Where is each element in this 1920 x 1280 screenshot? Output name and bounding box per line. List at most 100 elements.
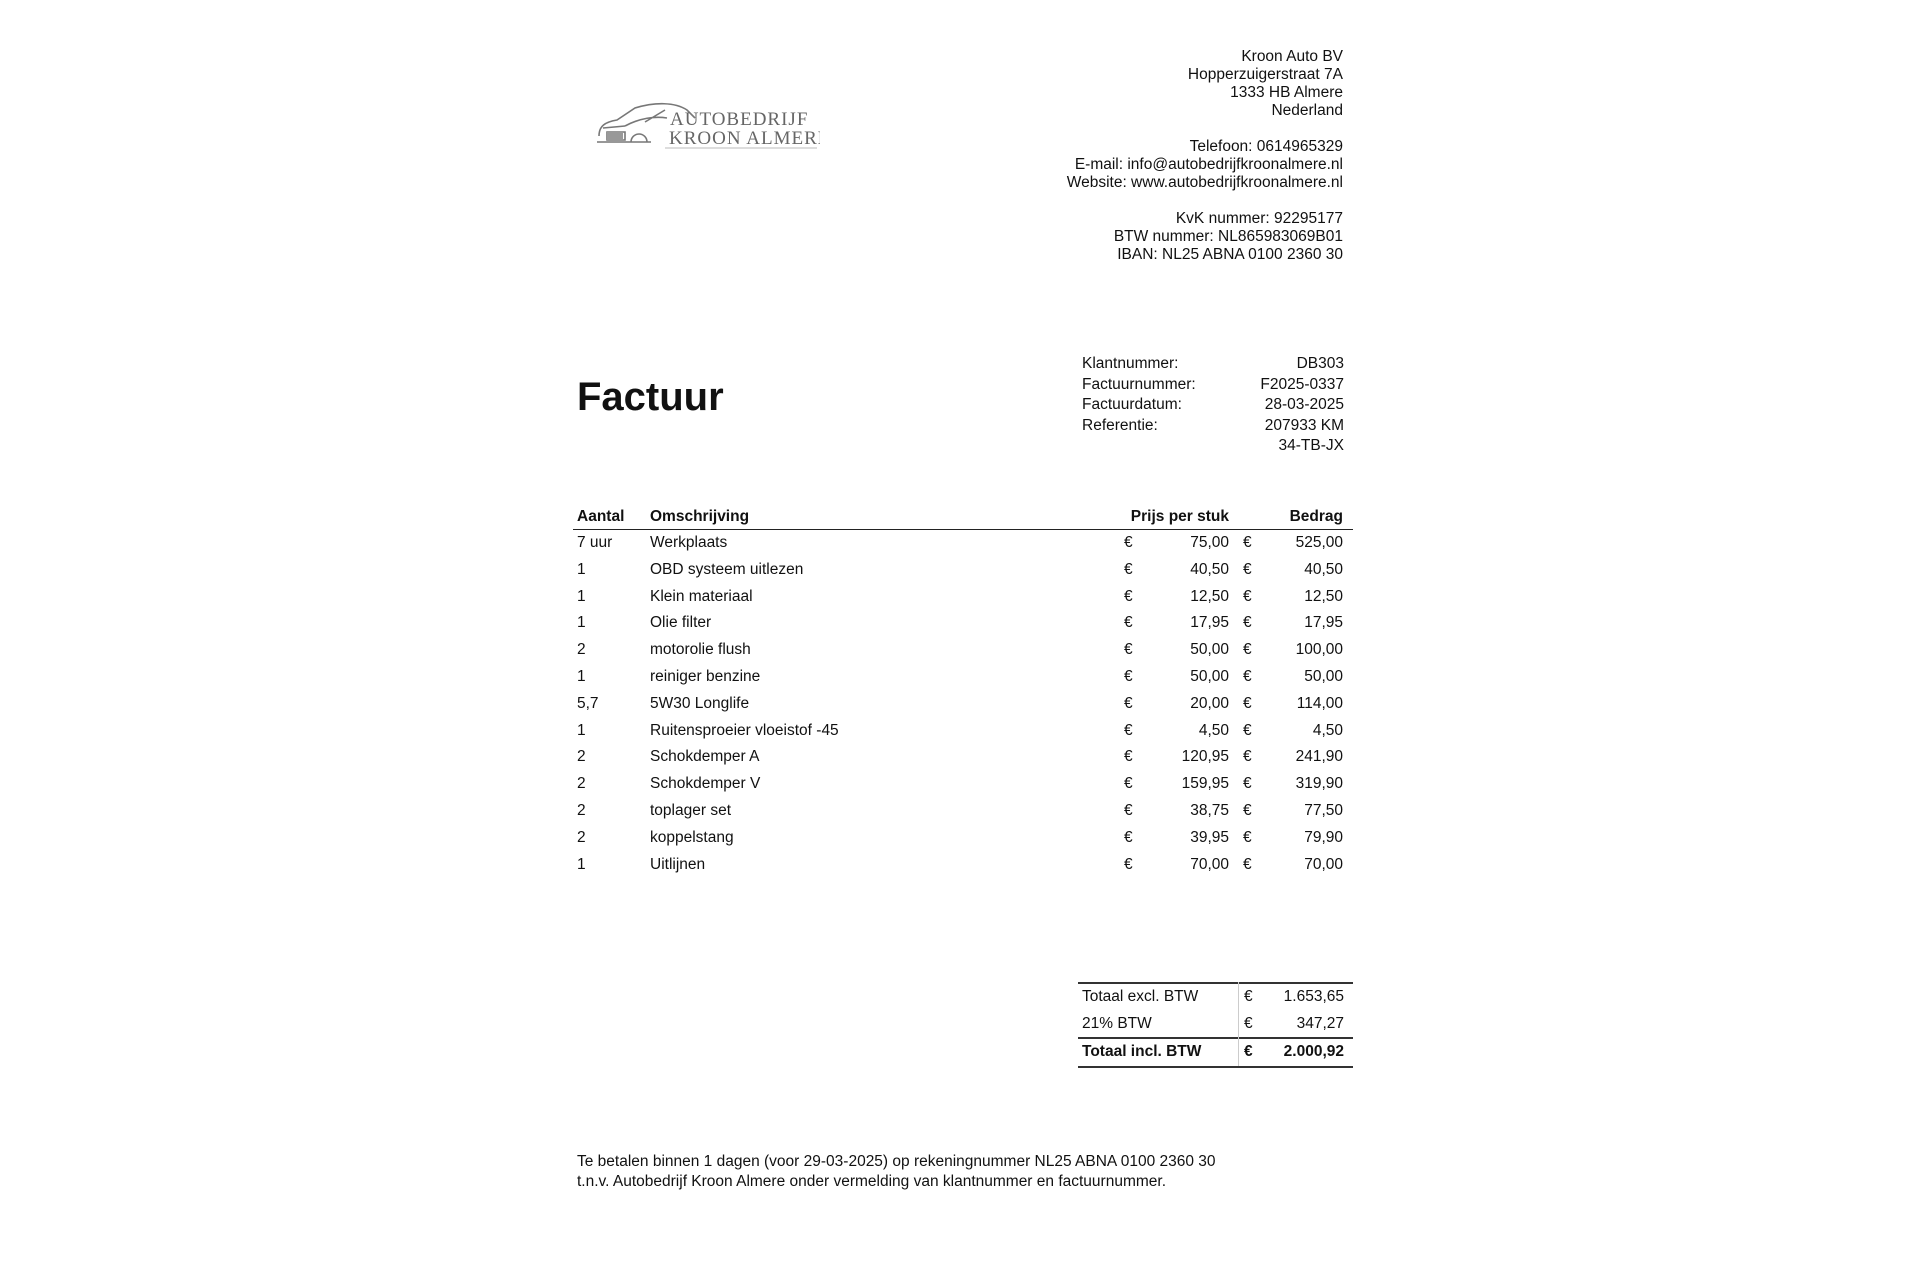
currency-symbol: € [1243, 668, 1252, 685]
col-header-price: Prijs per stuk [1130, 508, 1229, 525]
currency-symbol: € [1124, 641, 1133, 659]
company-line: E-mail: info@autobedrijfkroonalmere.nl [1074, 156, 1343, 173]
desc-cell: Schokdemper A [650, 748, 760, 766]
currency-symbol: € [1124, 668, 1133, 685]
price-cell: 120,95 [1181, 748, 1229, 766]
totals-value: 2.000,92 [1283, 1043, 1344, 1060]
desc-cell: Ruitensproeier vloeistof -45 [650, 721, 839, 739]
amount-cell: 79,90 [1304, 828, 1343, 846]
table-row: 5,7 5W30 Longlife € 20,00 € 114,00 [0, 695, 1920, 721]
totals-column-divider [1238, 982, 1239, 1066]
meta-value: 28-03-2025 [1264, 396, 1344, 413]
amount-cell: 4,50 [1312, 721, 1343, 739]
meta-label: Factuurdatum: [1082, 396, 1182, 413]
currency-symbol: € [1243, 614, 1252, 632]
company-line: Hopperzuigerstraat 7A [1187, 66, 1343, 83]
table-row: 2 Schokdemper V € 159,95 € 319,90 [0, 775, 1920, 801]
currency-symbol: € [1124, 560, 1133, 578]
currency-symbol: € [1124, 802, 1133, 819]
company-line [1067, 192, 1343, 210]
table-row: 1 OBD systeem uitlezen € 40,50 € 40,50 [0, 561, 1920, 587]
company-line [1067, 120, 1343, 138]
amount-cell: 100,00 [1295, 641, 1343, 659]
price-cell: 12,50 [1190, 587, 1229, 605]
totals-label: 21% BTW [1082, 1015, 1152, 1032]
price-cell: 4,50 [1198, 721, 1229, 739]
currency-symbol: € [1124, 694, 1133, 712]
page-title: Factuur [577, 375, 724, 419]
qty-cell: 1 [577, 560, 586, 578]
logo-text-line2: KROON ALMERE [669, 128, 820, 149]
currency-symbol: € [1243, 587, 1252, 605]
desc-cell: motorolie flush [650, 641, 751, 659]
company-line: KvK nummer: 92295177 [1175, 210, 1343, 227]
table-row: 1 Klein materiaal € 12,50 € 12,50 [0, 588, 1920, 614]
desc-cell: toplager set [650, 802, 731, 819]
totals-divider [1078, 1037, 1353, 1039]
price-cell: 70,00 [1190, 855, 1229, 873]
meta-row: Factuurdatum: 28-03-2025 [1082, 396, 1344, 416]
price-cell: 40,50 [1190, 560, 1229, 578]
qty-cell: 1 [577, 614, 586, 632]
totals-label: Totaal incl. BTW [1082, 1043, 1202, 1060]
meta-row: Klantnummer: DB303 [1082, 355, 1344, 375]
qty-cell: 1 [577, 668, 586, 685]
col-header-desc: Omschrijving [650, 508, 750, 525]
totals-divider [1078, 1066, 1353, 1068]
desc-cell: Schokdemper V [650, 775, 761, 793]
amount-cell: 77,50 [1304, 802, 1343, 819]
company-logo: AUTOBEDRIJF KROON ALMERE [595, 98, 829, 153]
totals-value: 1.653,65 [1283, 988, 1344, 1005]
totals-row: Totaal excl. BTW € 1.653,65 [1082, 988, 1344, 1010]
qty-cell: 7 uur [577, 534, 613, 551]
desc-cell: koppelstang [650, 828, 734, 846]
desc-cell: Olie filter [650, 614, 712, 632]
totals-value: 347,27 [1296, 1015, 1344, 1032]
currency-symbol: € [1124, 587, 1133, 605]
company-details: Kroon Auto BV Hopperzuigerstraat 7A 1333 H… [1067, 48, 1343, 264]
meta-value: DB303 [1296, 355, 1344, 372]
qty-cell: 2 [577, 641, 586, 659]
currency-symbol: € [1243, 802, 1252, 819]
amount-cell: 12,50 [1304, 587, 1343, 605]
desc-cell: 5W30 Longlife [650, 694, 750, 712]
currency-symbol: € [1124, 614, 1133, 632]
meta-row: Referentie: 207933 KM [1082, 417, 1344, 437]
currency-symbol: € [1243, 748, 1252, 766]
price-cell: 39,95 [1190, 828, 1229, 846]
company-line: Kroon Auto BV [1241, 48, 1343, 65]
amount-cell: 319,90 [1295, 775, 1343, 793]
company-line: Website: www.autobedrijfkroonalmere.nl [1066, 174, 1343, 191]
currency-symbol: € [1124, 855, 1133, 873]
currency-symbol: € [1244, 1015, 1253, 1032]
currency-symbol: € [1243, 855, 1252, 873]
totals-row: Totaal incl. BTW € 2.000,92 [1082, 1043, 1344, 1065]
currency-symbol: € [1124, 775, 1133, 793]
qty-cell: 1 [577, 855, 586, 873]
table-row: 2 Schokdemper A € 120,95 € 241,90 [0, 748, 1920, 774]
totals-row: 21% BTW € 347,27 [1082, 1015, 1344, 1037]
table-row: 7 uur Werkplaats € 75,00 € 525,00 [0, 534, 1920, 560]
currency-symbol: € [1243, 641, 1252, 659]
desc-cell: Werkplaats [650, 534, 728, 551]
table-row: 1 Ruitensproeier vloeistof -45 € 4,50 € … [0, 722, 1920, 748]
qty-cell: 2 [577, 775, 586, 793]
currency-symbol: € [1243, 694, 1252, 712]
company-line: 1333 HB Almere [1230, 84, 1343, 101]
meta-label: Factuurnummer: [1082, 375, 1196, 393]
car-logo-icon: AUTOBEDRIJF KROON ALMERE [597, 102, 829, 149]
desc-cell: Uitlijnen [650, 855, 706, 873]
logo-text-line1: AUTOBEDRIJF [670, 109, 808, 130]
meta-value: 207933 KM [1264, 416, 1344, 434]
meta-value: 34-TB-JX [1278, 437, 1344, 454]
amount-cell: 114,00 [1296, 694, 1343, 712]
company-line: IBAN: NL25 ABNA 0100 2360 30 [1117, 246, 1343, 263]
meta-value: F2025-0337 [1260, 375, 1344, 393]
meta-label: Klantnummer: [1082, 355, 1179, 372]
price-cell: 38,75 [1190, 802, 1229, 819]
meta-row: Factuurnummer: F2025-0337 [1082, 376, 1344, 396]
amount-cell: 70,00 [1304, 855, 1343, 873]
amount-cell: 17,95 [1304, 614, 1343, 632]
amount-cell: 525,00 [1295, 534, 1343, 551]
company-line: Telefoon: 0614965329 [1189, 138, 1343, 155]
